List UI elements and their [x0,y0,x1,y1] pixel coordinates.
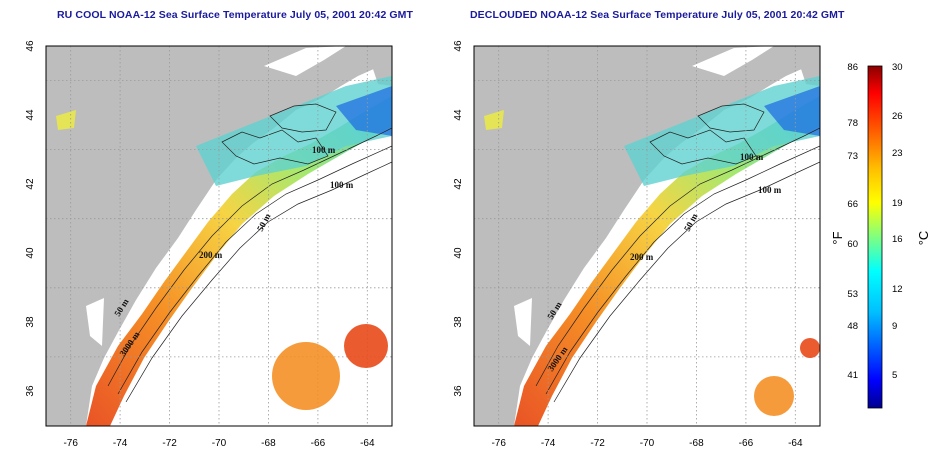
colorbar-fahrenheit-labels: 86 78 73 66 60 53 48 41 [847,62,858,381]
c-tick-label: 30 [892,62,903,73]
f-tick-label: 41 [847,370,858,381]
x-tick-label: -66 [311,438,326,449]
x-tick-label: -72 [590,438,605,449]
right-y-axis: 36 38 40 42 44 46 [453,40,464,397]
left-x-axis: -76 -74 -72 -70 -68 -66 -64 [63,438,374,449]
y-tick-label: 40 [25,247,36,259]
fahrenheit-unit-label: °F [830,231,845,244]
f-tick-label: 53 [847,289,858,300]
f-tick-label: 86 [847,62,858,73]
x-tick-label: -64 [788,438,803,449]
c-tick-label: 5 [892,370,897,381]
f-tick-label: 48 [847,321,858,332]
x-tick-label: -68 [689,438,704,449]
y-tick-label: 44 [453,109,464,121]
y-tick-label: 38 [25,316,36,328]
left-map-title: RU COOL NOAA-12 Sea Surface Temperature … [57,9,414,21]
isobath-label: 100 m [312,145,336,155]
f-tick-label: 66 [847,199,858,210]
y-tick-label: 46 [453,40,464,52]
y-tick-label: 42 [25,178,36,190]
x-tick-label: -76 [491,438,506,449]
left-y-axis: 36 38 40 42 44 46 [25,40,36,397]
x-tick-label: -64 [360,438,375,449]
c-tick-label: 9 [892,321,897,332]
y-tick-label: 38 [453,316,464,328]
isobath-label: 200 m [630,252,654,262]
right-map: 100 m 100 m 50 m 200 m 50 m 3000 m [473,45,821,427]
c-tick-label: 19 [892,198,903,209]
y-tick-label: 42 [453,178,464,190]
isobath-label: 100 m [330,180,354,190]
y-tick-label: 36 [453,385,464,397]
isobath-label: 100 m [758,185,782,195]
sst-warm-patch [754,376,794,416]
left-map-frame [45,45,393,427]
f-tick-label: 60 [847,239,858,250]
sst-warm-patch [344,324,388,368]
c-tick-label: 16 [892,234,903,245]
colorbar-gradient [867,65,883,409]
right-map-frame [473,45,821,427]
colorbar-celsius-labels: 30 26 23 19 16 12 9 5 [892,62,903,381]
isobath-label: 100 m [740,152,764,162]
f-tick-label: 73 [847,151,858,162]
x-tick-label: -72 [162,438,177,449]
x-tick-label: -70 [212,438,227,449]
sst-warm-patch [800,338,820,358]
x-tick-label: -66 [739,438,754,449]
c-tick-label: 12 [892,284,903,295]
celsius-unit-label: °C [916,231,931,246]
y-tick-label: 46 [25,40,36,52]
y-tick-label: 40 [453,247,464,259]
left-map: 100 m 100 m 50 m 200 m 50 m 3000 m [45,45,393,427]
x-tick-label: -74 [113,438,128,449]
right-x-axis: -76 -74 -72 -70 -68 -66 -64 [491,438,802,449]
f-tick-label: 78 [847,118,858,129]
isobath-label: 200 m [199,250,223,260]
x-tick-label: -68 [261,438,276,449]
sst-warm-eddy [272,342,340,410]
c-tick-label: 26 [892,111,903,122]
y-tick-label: 44 [25,109,36,121]
y-tick-label: 36 [25,385,36,397]
x-tick-label: -74 [541,438,556,449]
colorbar: 86 78 73 66 60 53 48 41 30 26 23 19 16 1… [830,62,931,409]
x-tick-label: -70 [640,438,655,449]
c-tick-label: 23 [892,148,903,159]
x-tick-label: -76 [63,438,78,449]
right-map-title: DECLOUDED NOAA-12 Sea Surface Temperatur… [470,9,845,21]
